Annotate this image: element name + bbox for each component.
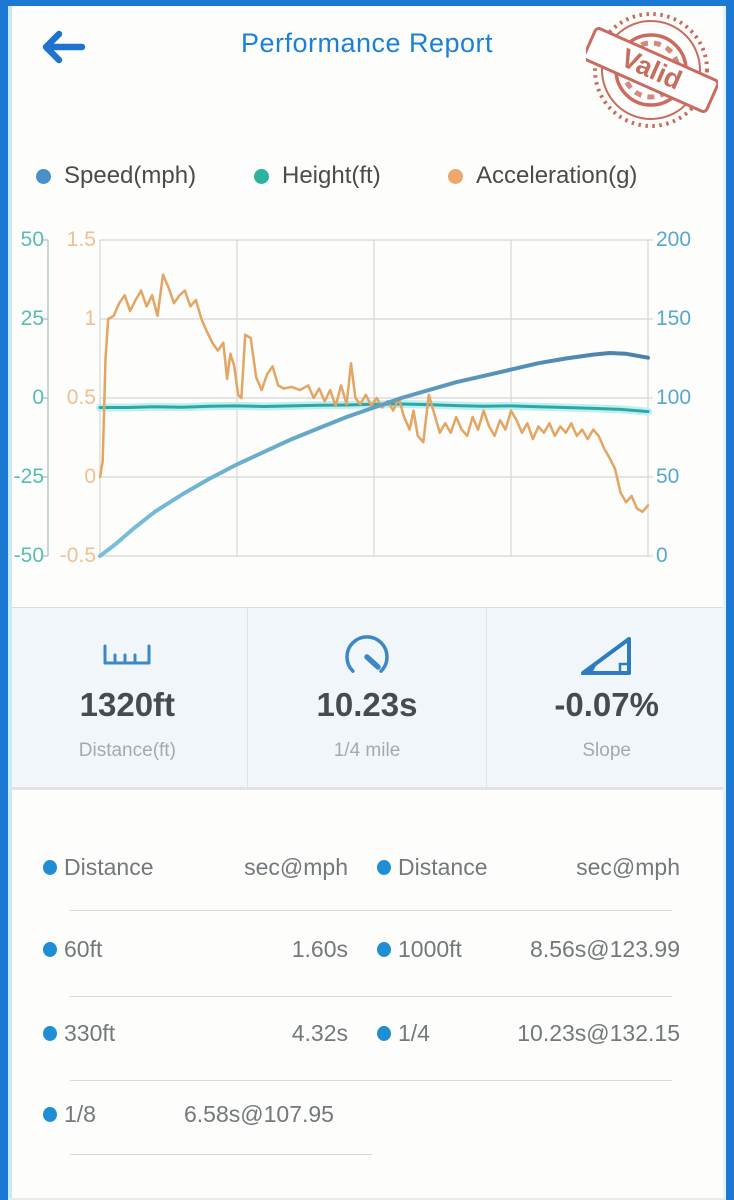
svg-text:0.5: 0.5 — [67, 386, 96, 409]
bullet-icon — [377, 860, 391, 875]
back-arrow-icon — [42, 30, 86, 64]
svg-text:-0.5: -0.5 — [60, 544, 96, 567]
stat-distance: 1320ft Distance(ft) — [8, 608, 247, 787]
split-value: 8.56s@123.99 — [530, 936, 680, 962]
svg-text:200: 200 — [656, 228, 691, 251]
bullet-icon — [377, 1026, 391, 1041]
svg-text:0: 0 — [32, 386, 44, 409]
row-divider — [70, 910, 672, 911]
svg-text:1.5: 1.5 — [67, 228, 96, 251]
row-divider — [70, 1154, 372, 1155]
bullet-icon — [43, 1026, 57, 1041]
split-name: 60ft — [64, 936, 103, 962]
row-divider — [70, 996, 672, 997]
row-divider — [70, 1080, 672, 1081]
svg-text:100: 100 — [656, 386, 691, 409]
split-value: 10.23s@132.15 — [517, 1020, 680, 1046]
gauge-icon — [340, 628, 394, 682]
distance-value: 1320ft — [79, 686, 176, 723]
split-value: 4.32s — [291, 1020, 348, 1046]
quarter-mile-label: 1/4 mile — [333, 740, 401, 761]
col-header: sec@mph — [576, 854, 680, 880]
ruler-icon — [101, 628, 153, 682]
col-header: Distance — [64, 854, 154, 880]
height-dot-icon — [254, 168, 269, 184]
slope-value: -0.07% — [554, 686, 659, 723]
stamp-icon: Valid — [582, 12, 720, 128]
chart-legend: Speed(mph) Height(ft) Acceleration(g) — [8, 162, 726, 196]
bullet-icon — [43, 942, 57, 957]
speed-dot-icon — [36, 168, 51, 184]
legend-label: Speed(mph) — [64, 162, 197, 189]
slope-label: Slope — [582, 740, 631, 761]
split-name: 1/4 — [398, 1020, 430, 1046]
report-page: Performance Report Valid Speed(mph) — [8, 6, 726, 1200]
legend-item-acceleration: Acceleration(g) — [448, 162, 637, 190]
frame-bottom-line — [8, 1198, 726, 1200]
svg-text:25: 25 — [21, 307, 44, 330]
svg-text:-25: -25 — [14, 465, 44, 488]
legend-label: Acceleration(g) — [476, 162, 638, 189]
split-value: 6.58s@107.95 — [184, 1101, 334, 1127]
col-header: sec@mph — [244, 854, 348, 880]
quarter-mile-value: 10.23s — [316, 686, 418, 723]
performance-chart: 50 25 0 -25 -50 1.5 1 0.5 0 -0.5 200 150 100 50 0 — [8, 212, 726, 594]
table-row: 1/8 6.58s@107.95 — [8, 1099, 726, 1133]
split-name: 1/8 — [64, 1101, 96, 1127]
slope-icon — [578, 628, 636, 682]
distance-label: Distance(ft) — [78, 740, 176, 761]
svg-text:0: 0 — [656, 544, 668, 567]
acceleration-dot-icon — [448, 168, 463, 184]
split-name: 1000ft — [398, 936, 462, 962]
table-header-row: Distance sec@mph Distance sec@mph — [8, 852, 726, 886]
bullet-icon — [43, 1107, 57, 1122]
page-title: Performance Report — [240, 28, 494, 58]
svg-text:1: 1 — [84, 307, 96, 330]
table-row: 60ft 1.60s 1000ft 8.56s@123.99 — [8, 934, 726, 968]
svg-text:50: 50 — [656, 465, 679, 488]
back-button[interactable] — [38, 28, 88, 71]
split-value: 1.60s — [291, 936, 348, 962]
bullet-icon — [377, 942, 391, 957]
stat-quarter-mile: 10.23s 1/4 mile — [246, 608, 487, 787]
summary-stats: 1320ft Distance(ft) 10.23s 1/4 mile — [8, 607, 726, 790]
bullet-icon — [43, 860, 57, 875]
frame-accent-right — [723, 6, 726, 1200]
legend-item-speed: Speed(mph) — [36, 162, 196, 190]
svg-text:50: 50 — [21, 228, 44, 251]
legend-label: Height(ft) — [282, 162, 381, 189]
valid-stamp: Valid — [582, 8, 720, 145]
svg-text:-50: -50 — [14, 544, 44, 567]
col-header: Distance — [398, 854, 488, 880]
legend-item-height: Height(ft) — [254, 162, 381, 190]
splits-table: Distance sec@mph Distance sec@mph 60ft 1… — [8, 790, 726, 1200]
table-row: 330ft 4.32s 1/4 10.23s@132.15 — [8, 1018, 726, 1052]
svg-text:0: 0 — [84, 465, 96, 488]
stat-slope: -0.07% Slope — [486, 608, 726, 787]
split-name: 330ft — [64, 1020, 116, 1046]
svg-text:150: 150 — [656, 307, 691, 330]
frame-accent-left — [8, 6, 12, 1200]
chart-svg: 50 25 0 -25 -50 1.5 1 0.5 0 -0.5 200 150 100 50 0 — [14, 228, 691, 567]
